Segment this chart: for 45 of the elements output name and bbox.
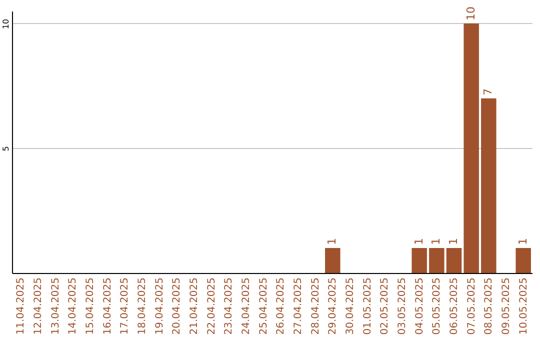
bar <box>464 23 479 273</box>
data-label: 1 <box>447 238 460 246</box>
x-tick-label: 04.05.2025 <box>414 278 426 335</box>
x-tick-label: 22.04.2025 <box>206 278 218 335</box>
data-label: 1 <box>430 238 443 246</box>
x-tick-label: 30.04.2025 <box>345 278 356 335</box>
x-tick-label: 02.05.2025 <box>380 278 391 335</box>
x-tick-label: 28.04.2025 <box>310 278 322 335</box>
bar <box>446 248 462 273</box>
x-tick-label: 25.04.2025 <box>258 278 270 335</box>
x-tick-label: 01.05.2025 <box>362 278 374 335</box>
x-tick-label: 08.05.2025 <box>484 278 495 335</box>
data-label: 7 <box>482 88 495 96</box>
x-tick-label: 11.04.2025 <box>16 278 27 335</box>
data-label: 10 <box>464 6 478 20</box>
x-tick-label: 14.04.2025 <box>68 278 79 335</box>
x-tick-label: 17.04.2025 <box>120 278 131 335</box>
data-label: 1 <box>412 238 426 246</box>
bar <box>429 248 444 273</box>
y-tick-label: 5 <box>2 146 10 152</box>
x-tick-label: 15.04.2025 <box>85 278 96 335</box>
data-label: 1 <box>326 238 339 246</box>
x-tick-label: 26.04.2025 <box>276 278 287 335</box>
x-tick-label: 03.05.2025 <box>397 278 408 335</box>
bar <box>481 98 496 273</box>
bar <box>412 248 427 273</box>
x-tick-label: 16.04.2025 <box>102 278 114 335</box>
x-tick-label: 19.04.2025 <box>154 278 166 335</box>
x-tick-label: 13.04.2025 <box>50 278 62 335</box>
x-tick-label: 24.04.2025 <box>241 278 252 335</box>
bar <box>325 248 340 273</box>
x-tick-label: 18.04.2025 <box>137 278 148 335</box>
x-tick-label: 23.04.2025 <box>224 278 235 335</box>
x-tick-label: 12.04.2025 <box>33 278 44 335</box>
x-tick-label: 05.05.2025 <box>432 278 443 335</box>
x-tick-label: 27.04.2025 <box>293 278 304 335</box>
x-tick-label: 20.04.2025 <box>172 278 183 335</box>
x-tick-label: 29.04.2025 <box>328 278 339 335</box>
bar <box>516 248 531 273</box>
data-label: 1 <box>516 238 530 246</box>
x-tick-label: 06.05.2025 <box>449 278 460 335</box>
x-tick-label: 21.04.2025 <box>189 278 200 335</box>
x-tick-label: 10.05.2025 <box>518 278 530 335</box>
x-tick-label: 09.05.2025 <box>501 278 512 335</box>
x-tick-label: 07.05.2025 <box>466 278 478 335</box>
